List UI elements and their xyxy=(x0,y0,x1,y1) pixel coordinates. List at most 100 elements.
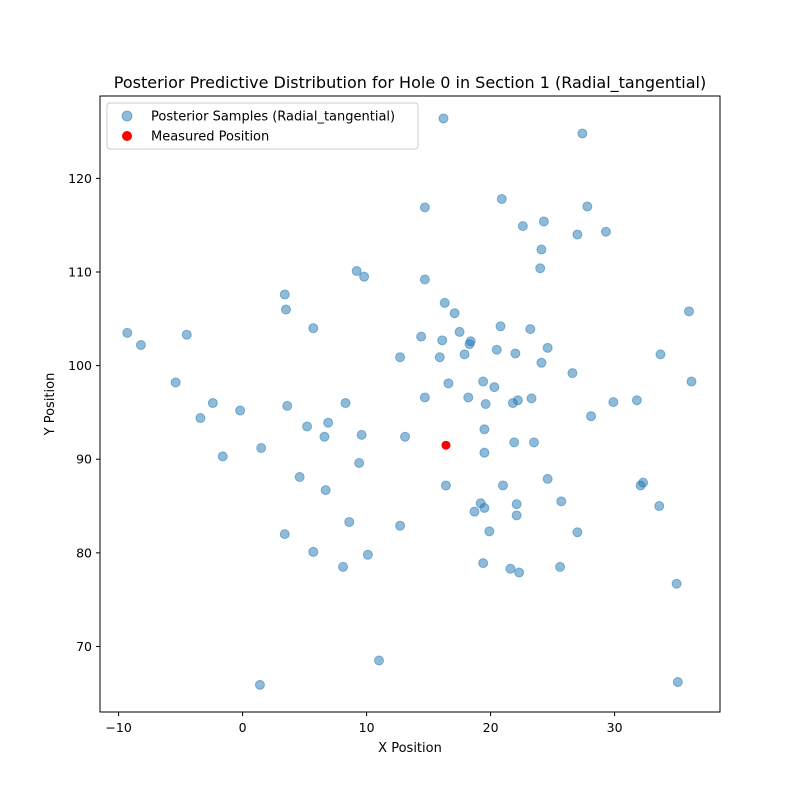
posterior-sample-point xyxy=(478,376,489,387)
posterior-sample-point xyxy=(207,398,218,409)
posterior-sample-point xyxy=(631,395,642,406)
legend-box xyxy=(106,102,419,150)
posterior-sample-point xyxy=(419,202,430,213)
posterior-sample-point xyxy=(542,473,553,484)
posterior-sample-point xyxy=(374,655,384,666)
posterior-sample-point xyxy=(437,335,448,346)
posterior-sample-point xyxy=(359,271,370,282)
legend-label-posterior: Posterior Samples (Radial_tangential) xyxy=(151,110,395,125)
posterior-sample-point xyxy=(338,561,349,572)
posterior-sample-point xyxy=(256,443,267,453)
posterior-sample-point xyxy=(439,297,450,308)
posterior-sample-point xyxy=(282,400,293,411)
legend: Posterior Samples (Radial_tangential) Me… xyxy=(106,102,419,150)
posterior-sample-point xyxy=(525,324,536,335)
posterior-sample-point xyxy=(586,411,597,422)
legend-label-measured: Measured Position xyxy=(151,130,269,145)
posterior-sample-point xyxy=(135,340,146,351)
y-axis-label: Y Position xyxy=(43,373,58,437)
posterior-sample-point xyxy=(395,520,406,531)
posterior-sample-point xyxy=(478,558,489,569)
posterior-sample-point xyxy=(479,424,490,435)
posterior-sample-point xyxy=(529,437,539,448)
posterior-sample-point xyxy=(536,357,547,368)
x-tick-label: −10 xyxy=(105,720,131,735)
posterior-sample-point xyxy=(181,329,192,340)
posterior-sample-point xyxy=(654,501,665,512)
posterior-sample-point xyxy=(684,306,694,317)
posterior-sample-point xyxy=(479,447,490,458)
posterior-sample-point xyxy=(294,472,305,483)
posterior-sample-point xyxy=(498,480,508,491)
posterior-sample-point xyxy=(507,398,518,409)
posterior-sample-point xyxy=(302,421,313,432)
posterior-sample-point xyxy=(354,457,365,468)
posterior-sample-point xyxy=(505,563,516,574)
posterior-sample-point xyxy=(577,128,588,139)
posterior-sample-point xyxy=(671,578,682,589)
posterior-sample-point xyxy=(495,321,506,332)
y-tick-label: 90 xyxy=(76,452,92,467)
posterior-sample-point xyxy=(536,244,547,255)
posterior-sample-point xyxy=(511,499,522,510)
points-layer xyxy=(122,113,697,690)
posterior-sample-point xyxy=(514,567,525,578)
posterior-sample-point xyxy=(572,229,583,240)
x-tick-label: 20 xyxy=(483,720,499,735)
posterior-sample-point xyxy=(122,327,133,338)
posterior-sample-point xyxy=(489,382,500,393)
posterior-sample-point xyxy=(195,413,206,424)
y-tick-label: 80 xyxy=(76,545,92,560)
posterior-sample-point xyxy=(279,529,290,540)
x-tick-label: 0 xyxy=(239,720,247,735)
posterior-sample-point xyxy=(281,304,291,315)
posterior-sample-point xyxy=(496,193,507,204)
posterior-sample-point xyxy=(608,397,619,408)
posterior-sample-point xyxy=(356,429,367,440)
posterior-sample-point xyxy=(517,221,528,232)
y-tick-label: 110 xyxy=(68,265,92,280)
posterior-sample-point xyxy=(438,113,449,124)
posterior-sample-point xyxy=(459,349,470,360)
legend-marker-measured xyxy=(122,131,132,141)
posterior-sample-point xyxy=(443,378,454,389)
posterior-sample-point xyxy=(555,561,566,572)
posterior-sample-point xyxy=(395,352,406,363)
posterior-sample-point xyxy=(484,526,495,537)
posterior-sample-point xyxy=(600,226,611,237)
posterior-sample-point xyxy=(526,393,537,404)
posterior-sample-point xyxy=(279,289,290,300)
posterior-sample-point xyxy=(419,392,430,403)
posterior-sample-point xyxy=(511,510,522,521)
y-tick-label: 120 xyxy=(68,171,92,186)
posterior-sample-point xyxy=(449,308,460,319)
x-tick-label: 30 xyxy=(607,720,623,735)
posterior-sample-point xyxy=(340,398,351,409)
x-tick-label: 10 xyxy=(359,720,375,735)
posterior-sample-point xyxy=(217,451,228,462)
posterior-sample-point xyxy=(344,516,355,527)
x-axis-ticks: −10 0 10 20 30 xyxy=(105,712,623,735)
y-axis-ticks: 70 80 90 100 110 120 xyxy=(68,171,100,654)
posterior-sample-point xyxy=(464,339,475,350)
posterior-sample-point xyxy=(582,201,593,212)
chart-title: Posterior Predictive Distribution for Ho… xyxy=(114,73,706,93)
posterior-sample-point xyxy=(686,376,697,387)
axes-frame xyxy=(99,95,721,713)
posterior-sample-point xyxy=(400,431,411,442)
posterior-sample-point xyxy=(538,216,549,227)
posterior-sample-point xyxy=(416,331,427,342)
posterior-sample-point xyxy=(672,677,683,688)
x-axis-label: X Position xyxy=(378,741,442,756)
posterior-sample-point xyxy=(235,405,246,416)
plot-area xyxy=(99,95,721,713)
posterior-sample-point xyxy=(510,348,521,359)
posterior-sample-point xyxy=(572,527,583,538)
posterior-sample-point xyxy=(509,437,520,448)
posterior-sample-point xyxy=(319,431,330,442)
y-tick-label: 100 xyxy=(68,358,92,373)
posterior-sample-point xyxy=(440,480,451,491)
y-tick-label: 70 xyxy=(76,639,92,654)
posterior-sample-point xyxy=(454,326,465,337)
